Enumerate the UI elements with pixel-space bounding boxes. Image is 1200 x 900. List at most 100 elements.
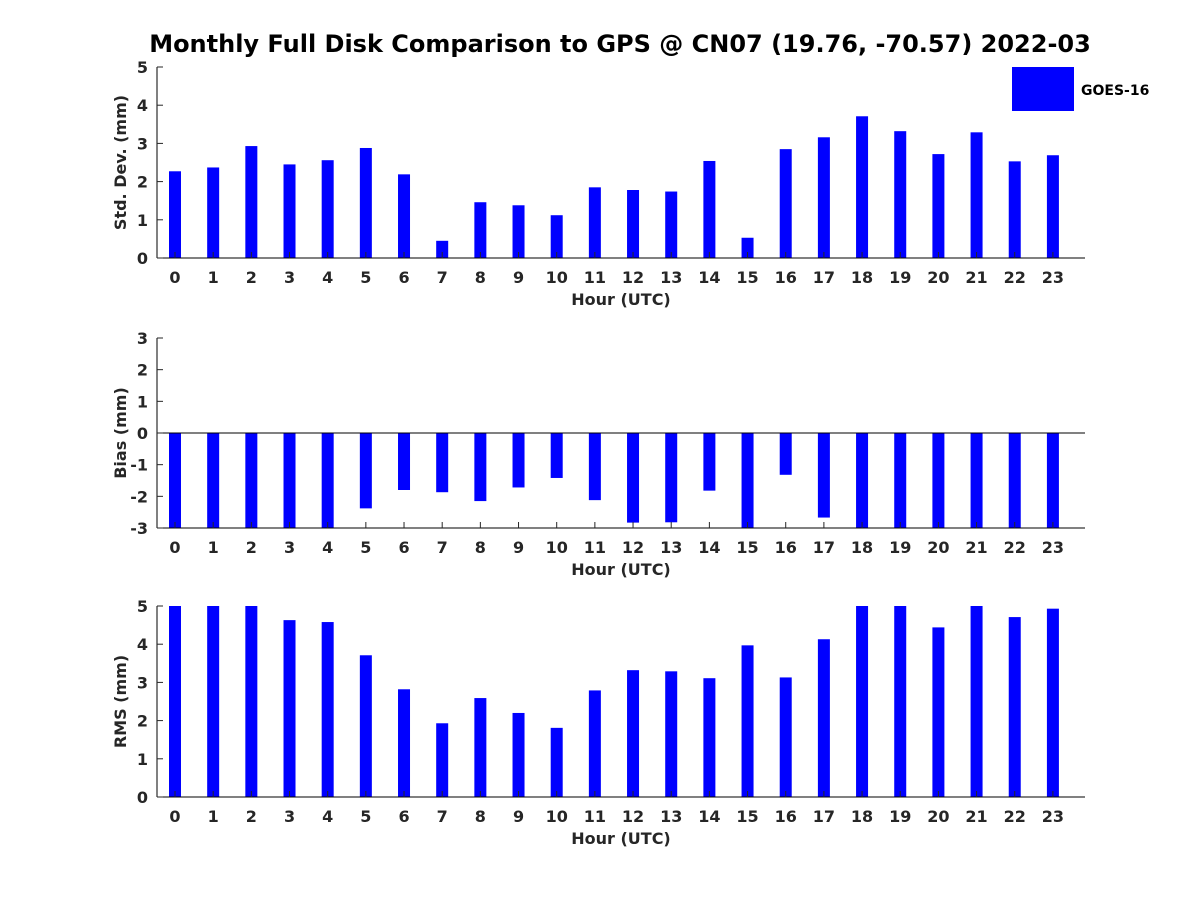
bar-16 — [779, 677, 792, 797]
x-tick-label: 1 — [208, 807, 219, 826]
x-tick-label: 15 — [736, 807, 758, 826]
bar-0 — [169, 606, 181, 797]
x-tick-label: 8 — [475, 538, 486, 557]
x-tick-label: 9 — [513, 268, 524, 287]
bar-12 — [627, 190, 640, 258]
x-tick-label: 0 — [169, 268, 180, 287]
x-tick-label: 21 — [965, 538, 987, 557]
x-axis-label: Hour (UTC) — [571, 829, 671, 848]
bar-4 — [321, 160, 334, 258]
x-tick-label: 3 — [284, 268, 295, 287]
y-tick-label: -3 — [130, 519, 148, 538]
bar-22 — [1008, 161, 1021, 258]
x-tick-label: 15 — [736, 538, 758, 557]
bar-11 — [588, 433, 601, 501]
bar-1 — [207, 433, 220, 528]
bar-17 — [817, 137, 830, 258]
x-tick-label: 23 — [1042, 268, 1064, 287]
y-tick-label: 2 — [137, 173, 148, 192]
x-tick-label: 14 — [698, 268, 720, 287]
bar-2 — [245, 433, 258, 528]
x-tick-label: 7 — [437, 538, 448, 557]
x-tick-label: 11 — [584, 538, 606, 557]
x-tick-label: 22 — [1004, 807, 1026, 826]
x-tick-label: 4 — [322, 268, 333, 287]
bar-8 — [474, 698, 487, 797]
x-tick-label: 17 — [813, 538, 835, 557]
y-tick-label: 0 — [137, 424, 148, 443]
x-axis-label: Hour (UTC) — [571, 560, 671, 579]
y-tick-label: -1 — [130, 456, 148, 475]
bar-19 — [894, 131, 907, 258]
x-tick-label: 18 — [851, 807, 873, 826]
x-tick-label: 20 — [927, 807, 949, 826]
x-tick-label: 9 — [513, 807, 524, 826]
x-tick-label: 20 — [927, 268, 949, 287]
x-tick-label: 16 — [775, 807, 797, 826]
x-tick-label: 1 — [208, 268, 219, 287]
bar-18 — [856, 116, 869, 258]
bar-21 — [970, 132, 983, 258]
bar-13 — [665, 433, 678, 523]
bar-15 — [741, 433, 754, 528]
bar-22 — [1008, 617, 1021, 797]
bar-13 — [665, 191, 678, 258]
x-axis-label: Hour (UTC) — [571, 290, 671, 309]
bar-3 — [283, 620, 296, 797]
bar-18 — [856, 433, 869, 528]
x-tick-label: 2 — [246, 538, 257, 557]
x-tick-label: 10 — [546, 807, 568, 826]
legend-swatch — [1012, 67, 1074, 111]
bar-23 — [1046, 608, 1059, 797]
bar-6 — [398, 689, 411, 797]
bar-9 — [512, 712, 525, 797]
legend-label: GOES-16 — [1081, 83, 1149, 99]
bar-2 — [245, 606, 258, 797]
bar-11 — [588, 187, 601, 258]
x-tick-label: 12 — [622, 268, 644, 287]
x-tick-label: 10 — [546, 538, 568, 557]
bar-2 — [245, 146, 258, 258]
x-tick-label: 0 — [169, 807, 180, 826]
x-tick-label: 16 — [775, 268, 797, 287]
x-tick-label: 17 — [813, 807, 835, 826]
x-tick-label: 21 — [965, 807, 987, 826]
y-tick-label: 5 — [137, 597, 148, 616]
x-tick-label: 17 — [813, 268, 835, 287]
bar-15 — [741, 237, 754, 258]
x-tick-label: 19 — [889, 538, 911, 557]
bar-10 — [550, 215, 563, 258]
y-tick-label: 1 — [137, 211, 148, 230]
bar-15 — [741, 645, 754, 797]
x-tick-label: 19 — [889, 807, 911, 826]
bar-7 — [436, 723, 449, 797]
x-tick-label: 19 — [889, 268, 911, 287]
y-tick-label: 0 — [137, 788, 148, 807]
x-tick-label: 23 — [1042, 538, 1064, 557]
x-tick-label: 9 — [513, 538, 524, 557]
x-tick-label: 11 — [584, 268, 606, 287]
x-tick-label: 18 — [851, 538, 873, 557]
y-tick-label: 4 — [137, 635, 148, 654]
x-tick-label: 5 — [360, 268, 371, 287]
x-tick-label: 15 — [736, 268, 758, 287]
bar-17 — [817, 433, 830, 518]
x-tick-label: 21 — [965, 268, 987, 287]
x-tick-label: 7 — [437, 268, 448, 287]
bar-12 — [627, 670, 640, 797]
bar-14 — [703, 433, 716, 491]
x-tick-label: 10 — [546, 268, 568, 287]
y-tick-label: 5 — [137, 58, 148, 77]
x-tick-label: 1 — [208, 538, 219, 557]
y-tick-label: 1 — [137, 392, 148, 411]
bar-8 — [474, 433, 487, 502]
bar-5 — [359, 433, 372, 509]
bar-6 — [398, 433, 411, 490]
x-tick-label: 3 — [284, 807, 295, 826]
x-tick-label: 20 — [927, 538, 949, 557]
bar-9 — [512, 433, 525, 488]
y-axis-label: RMS (mm) — [111, 655, 130, 748]
y-tick-label: 3 — [137, 329, 148, 348]
